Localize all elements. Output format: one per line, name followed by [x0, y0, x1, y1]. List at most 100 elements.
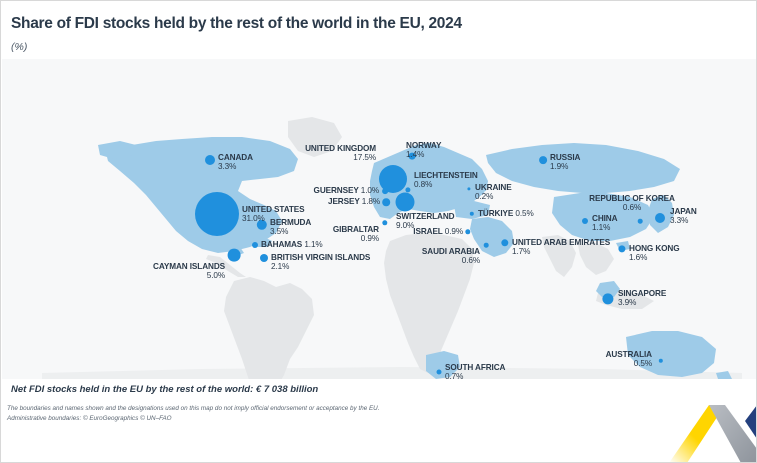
label-value: 5.0%: [206, 271, 225, 281]
footer-bar: eurostat: [2, 405, 756, 462]
label-name: CHINA: [592, 214, 618, 223]
label-value: 3.3%: [670, 216, 689, 226]
bubble-gibraltar[interactable]: [382, 220, 388, 226]
bubble-saudi-arabia[interactable]: [483, 242, 489, 248]
label-value: 1.7%: [512, 247, 531, 257]
label-singapore: SINGAPORE 3.9%: [618, 289, 666, 307]
label-value: 1.8%: [361, 197, 380, 206]
label-value: 0.9%: [360, 234, 379, 244]
label-value: 31.0%: [242, 214, 265, 224]
bubble-british-virgin-islands[interactable]: [260, 254, 268, 262]
bubble-jersey[interactable]: [382, 198, 390, 206]
label-name: AUSTRALIA: [605, 350, 653, 359]
label-israel: ISRAEL 0.9%: [413, 227, 463, 236]
label-united-states: UNITED STATES 31.0%: [242, 205, 305, 223]
label-name: SAUDI ARABIA: [421, 247, 480, 256]
label-value: 1.1%: [304, 240, 323, 249]
label-gibraltar: GIBRALTAR 0.9%: [333, 225, 379, 243]
bubble-hong-kong[interactable]: [618, 245, 626, 253]
bubble-ukraine[interactable]: [467, 187, 471, 191]
bubble-russia[interactable]: [539, 156, 547, 164]
label-republic-of-korea: REPUBLIC OF KOREA 0.6%: [589, 194, 675, 212]
bubble-switzerland[interactable]: [395, 192, 415, 212]
label-british-virgin-islands: BRITISH VIRGIN ISLANDS 2.1%: [271, 253, 370, 271]
bubble-republic-of-korea[interactable]: [637, 218, 643, 224]
label-name: UNITED ARAB EMIRATES: [512, 238, 611, 247]
bubble-australia[interactable]: [658, 358, 664, 364]
label-name: SINGAPORE: [618, 289, 667, 298]
bubble-norway[interactable]: [408, 152, 416, 160]
label-value: 9.0%: [396, 221, 415, 231]
label-name: TÜRKIYE: [478, 209, 516, 218]
label-ukraine: UKRAINE 0.2%: [475, 183, 512, 201]
label-value: 3.9%: [618, 298, 637, 308]
label-norway: NORWAY 1.4%: [406, 141, 441, 159]
label-name: UNITED STATES: [242, 205, 305, 214]
label-value: 0.6%: [461, 256, 480, 266]
label-australia: AUSTRALIA 0.5%: [605, 350, 653, 369]
bubble-bahamas[interactable]: [252, 242, 258, 248]
label-value: 0.8%: [414, 180, 433, 190]
label-value: 0.9%: [444, 227, 463, 236]
label-name: UKRAINE: [475, 183, 512, 192]
label-value: 1.1%: [592, 223, 611, 233]
bubble-japan[interactable]: [655, 213, 665, 223]
label-name: UNITED KINGDOM: [305, 144, 376, 153]
label-name: BERMUDA: [270, 218, 312, 227]
label-t-rkiye: TÜRKIYE 0.5%: [478, 209, 534, 218]
label-canada: CANADA 3.3%: [218, 153, 253, 171]
label-name: SOUTH AFRICA: [445, 363, 506, 372]
label-name: BRITISH VIRGIN ISLANDS: [271, 253, 371, 262]
label-value: 0.6%: [622, 203, 642, 213]
label-value: 1.0%: [360, 186, 379, 195]
bubble-bermuda[interactable]: [256, 219, 268, 231]
world-bubble-map: .hl{fill:#9ecbe8;} .ot{fill:#e4e6e8;}: [2, 59, 756, 379]
label-value: 3.5%: [270, 227, 289, 237]
label-name: SWITZERLAND: [396, 212, 455, 221]
label-value: 1.9%: [550, 162, 569, 172]
world-map-basemap: .hl{fill:#9ecbe8;} .ot{fill:#e4e6e8;}: [2, 59, 756, 379]
label-russia: RUSSIA 1.9%: [550, 153, 580, 171]
label-value: 0.5%: [515, 209, 534, 218]
label-cayman-islands: CAYMAN ISLANDS 5.0%: [153, 262, 225, 280]
label-name: REPUBLIC OF KOREA: [589, 194, 675, 203]
label-name: NORWAY: [406, 141, 442, 150]
label-united-kingdom: UNITED KINGDOM 17.5%: [305, 144, 376, 162]
label-value: 1.4%: [406, 150, 425, 160]
label-switzerland: SWITZERLAND 9.0%: [396, 212, 455, 231]
label-name: JAPAN: [670, 207, 697, 216]
bubble-south-africa[interactable]: [436, 369, 442, 375]
label-south-africa: SOUTH AFRICA 0.7%: [445, 363, 505, 379]
label-name: CAYMAN ISLANDS: [153, 262, 225, 271]
label-name: HONG KONG: [629, 244, 680, 253]
label-bahamas: BAHAMAS 1.1%: [261, 240, 323, 249]
label-value: 2.1%: [271, 262, 290, 272]
label-name: LIECHTENSTEIN: [414, 171, 478, 180]
label-name: GIBRALTAR: [332, 225, 379, 234]
boundaries-source: Administrative boundaries: © EuroGeograp…: [7, 415, 172, 422]
bubble-canada[interactable]: [205, 155, 215, 165]
label-value: 3.3%: [218, 162, 237, 172]
bubble-china[interactable]: [582, 218, 588, 224]
label-saudi-arabia: SAUDI ARABIA 0.6%: [422, 247, 480, 265]
label-value: 1.6%: [629, 253, 648, 263]
bubble-united-arab-emirates[interactable]: [501, 239, 509, 247]
label-name: ISRAEL: [413, 227, 445, 236]
page-subtitle: (%): [11, 41, 28, 53]
bubble-singapore[interactable]: [602, 293, 614, 305]
label-china: CHINA 1.1%: [592, 214, 618, 233]
bubble-guernsey[interactable]: [382, 188, 388, 194]
label-name: GUERNSEY: [313, 186, 361, 195]
label-value: 0.5%: [633, 359, 652, 369]
bubble-united-states[interactable]: [195, 192, 239, 236]
label-name: CANADA: [218, 153, 253, 162]
bubble-israel[interactable]: [465, 229, 471, 235]
label-name: BAHAMAS: [261, 240, 305, 249]
bubble-liechtenstein[interactable]: [405, 187, 411, 193]
bubble-cayman-islands[interactable]: [227, 248, 241, 262]
bubble-t-rkiye[interactable]: [469, 211, 475, 217]
label-value: 0.7%: [445, 372, 464, 379]
page-title: Share of FDI stocks held by the rest of …: [11, 15, 462, 32]
label-guernsey: GUERNSEY 1.0%: [313, 186, 380, 195]
